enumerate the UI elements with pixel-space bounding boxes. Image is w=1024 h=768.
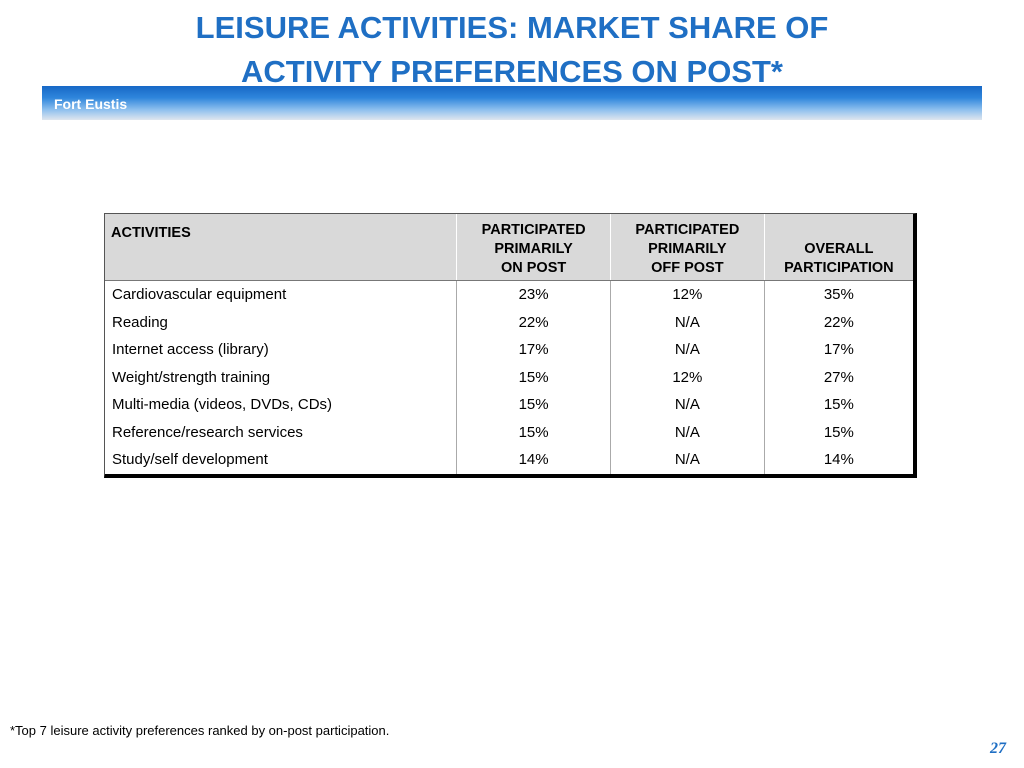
table-row: Internet access (library) 17% N/A 17% [105,336,913,364]
table-row: Multi-media (videos, DVDs, CDs) 15% N/A … [105,391,913,419]
header-on-post: PARTICIPATED PRIMARILY ON POST [456,214,611,281]
header-off-post-line-2: PRIMARILY [648,241,727,257]
cell-overall: 35% [823,286,854,304]
cell-off-post: 12% [610,280,765,309]
cell-activity: Reading [105,308,458,336]
cell-overall: 15% [823,423,854,441]
cell-overall: 22% [823,313,854,331]
cell-off-post: 12% [610,363,765,391]
header-overall-line-2: PARTICIPATION [784,260,894,276]
cell-off-post: N/A [610,446,765,474]
title-line-2: ACTIVITY PREFERENCES ON POST* [240,54,783,89]
header-off-post-line-1: PARTICIPATED [635,222,740,238]
footnote: *Top 7 leisure activity preferences rank… [10,723,390,738]
cell-on-post: 22% [456,308,611,336]
cell-activity: Weight/strength training [105,363,458,391]
table-header-row: ACTIVITIES PARTICIPATED PRIMARILY ON POS… [105,214,913,281]
table-row: Reading 22% N/A 22% [105,308,913,336]
header-on-post-line-3: ON POST [500,260,567,276]
cell-overall: 27% [823,368,854,386]
cell-on-post: 23% [456,280,611,309]
cell-activity: Cardiovascular equipment [105,280,458,309]
table-row: Study/self development 14% N/A 14% [105,446,913,474]
cell-off-post: N/A [610,308,765,336]
cell-on-post: 14% [456,446,611,474]
location-banner: Fort Eustis [42,86,982,120]
cell-on-post: 15% [456,363,611,391]
title-line-1: LEISURE ACTIVITIES: MARKET SHARE OF [195,10,829,45]
cell-on-post: 15% [456,418,611,446]
activities-table-container: ACTIVITIES PARTICIPATED PRIMARILY ON POS… [104,213,917,478]
header-on-post-line-2: PRIMARILY [494,241,573,257]
cell-on-post: 15% [456,391,611,419]
banner-label: Fort Eustis [54,96,128,112]
header-off-post: PARTICIPATED PRIMARILY OFF POST [610,214,765,281]
header-overall: OVERALL PARTICIPATION [764,214,913,281]
cell-off-post: N/A [610,336,765,364]
cell-activity: Multi-media (videos, DVDs, CDs) [105,391,458,419]
table-row: Cardiovascular equipment 23% 12% 35% [105,280,913,309]
activities-table: ACTIVITIES PARTICIPATED PRIMARILY ON POS… [105,214,913,474]
cell-activity: Internet access (library) [105,336,458,364]
header-on-post-line-1: PARTICIPATED [481,222,586,238]
header-off-post-line-3: OFF POST [651,260,724,276]
cell-overall: 17% [823,341,854,359]
cell-off-post: N/A [610,418,765,446]
cell-activity: Study/self development [105,446,458,474]
table-row: Weight/strength training 15% 12% 27% [105,363,913,391]
header-activities: ACTIVITIES [105,214,458,281]
cell-off-post: N/A [610,391,765,419]
header-overall-line-1: OVERALL [804,241,874,257]
cell-activity: Reference/research services [105,418,458,446]
table-row: Reference/research services 15% N/A 15% [105,418,913,446]
cell-on-post: 17% [456,336,611,364]
page-title: LEISURE ACTIVITIES: MARKET SHARE OF ACTI… [0,6,1024,94]
page-number: 27 [990,740,1006,757]
cell-overall: 15% [823,396,854,414]
cell-overall: 14% [823,451,854,469]
